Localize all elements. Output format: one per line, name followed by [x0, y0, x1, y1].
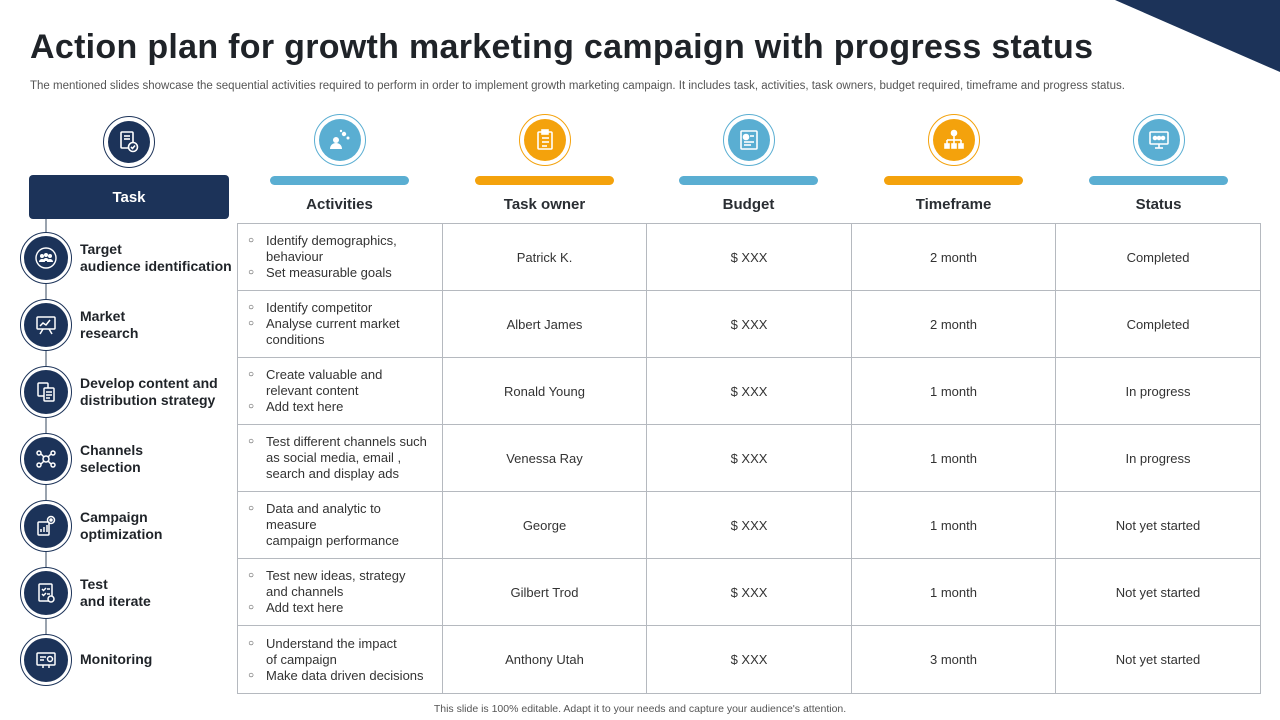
activity-item: Create valuable and relevant content — [248, 367, 382, 399]
column-header-task-owner: Task owner — [442, 114, 647, 214]
activity-item: Set measurable goals — [248, 265, 397, 281]
activity-item: Test new ideas, strategy and channels — [248, 568, 405, 600]
table-row: Understand the impact of campaignMake da… — [238, 626, 1260, 693]
task-item-market-research: Market research — [20, 291, 238, 358]
team-idea-icon — [313, 114, 366, 166]
timeframe-cell: 1 month — [852, 492, 1056, 558]
column-header-activities: Activities — [237, 114, 442, 214]
activity-item: Test different channels such as social m… — [248, 434, 427, 482]
budget-report-icon — [722, 114, 775, 166]
task-label: Test and iterate — [80, 575, 151, 609]
document-check-icon — [103, 116, 155, 168]
timeframe-cell: 2 month — [852, 291, 1056, 357]
activity-item: Understand the impact of campaign — [248, 636, 424, 668]
timeframe-cell: 1 month — [852, 559, 1056, 625]
task-item-target-audience: Target audience identification — [20, 224, 238, 291]
activity-item: Add text here — [248, 600, 405, 616]
column-label: Activities — [306, 196, 373, 213]
owner-cell: Patrick K. — [443, 224, 647, 290]
content-strategy-icon — [20, 365, 72, 418]
audience-group-icon — [20, 231, 72, 284]
task-column-header: Task — [29, 175, 229, 219]
task-label: Develop content and distribution strateg… — [80, 374, 218, 408]
owner-cell: Ronald Young — [443, 358, 647, 424]
activities-cell: Data and analytic to measure campaign pe… — [238, 492, 443, 558]
table-row: Create valuable and relevant contentAdd … — [238, 358, 1260, 425]
owner-cell: Albert James — [443, 291, 647, 357]
owner-cell: Venessa Ray — [443, 425, 647, 491]
budget-cell: $ XXX — [647, 425, 852, 491]
status-cell: Not yet started — [1115, 652, 1201, 667]
column-label: Timeframe — [915, 196, 992, 213]
activity-item: Identify demographics, behaviour — [248, 233, 397, 265]
timeframe-cell: 1 month — [852, 425, 1056, 491]
owner-cell: Anthony Utah — [443, 626, 647, 693]
test-checklist-icon — [20, 566, 72, 619]
optimization-gear-icon — [20, 499, 72, 552]
clipboard-icon — [518, 114, 571, 166]
task-item-develop-content: Develop content and distribution strateg… — [20, 358, 238, 425]
column-label: Task owner — [503, 196, 586, 213]
table-row: Identify competitorAnalyse current marke… — [238, 291, 1260, 358]
column-label: Status — [1135, 196, 1182, 213]
task-item-channels-selection: Channels selection — [20, 425, 238, 492]
column-header-budget: Budget — [646, 114, 851, 214]
table-row: Identify demographics, behaviourSet meas… — [238, 224, 1260, 291]
table-row: Test new ideas, strategy and channelsAdd… — [238, 559, 1260, 626]
budget-cell: $ XXX — [647, 559, 852, 625]
table-row: Test different channels such as social m… — [238, 425, 1260, 492]
task-item-campaign-optimization: Campaign optimization — [20, 492, 238, 559]
activity-item: Identify competitor — [248, 300, 400, 316]
budget-cell: $ XXX — [647, 626, 852, 693]
activities-cell: Identify competitorAnalyse current marke… — [238, 291, 443, 357]
owner-cell: Gilbert Trod — [443, 559, 647, 625]
org-hierarchy-icon — [927, 114, 980, 166]
owner-cell: George — [443, 492, 647, 558]
budget-cell: $ XXX — [647, 358, 852, 424]
task-label: Channels selection — [80, 441, 144, 475]
budget-cell: $ XXX — [647, 492, 852, 558]
status-cell: Not yet started — [1115, 584, 1201, 600]
monitor-dashboard-icon — [1132, 114, 1185, 166]
task-item-test-iterate: Test and iterate — [20, 559, 238, 626]
activities-cell: Understand the impact of campaignMake da… — [238, 626, 443, 693]
activity-item: Data and analytic to measure campaign pe… — [248, 501, 399, 549]
activities-cell: Test new ideas, strategy and channelsAdd… — [238, 559, 443, 625]
task-label: Market research — [80, 307, 139, 341]
task-label: Monitoring — [80, 651, 153, 667]
column-label: Budget — [722, 196, 775, 213]
column-header-status: Status — [1056, 114, 1261, 214]
activity-item: Add text here — [248, 399, 382, 415]
budget-cell: $ XXX — [647, 224, 852, 290]
activity-item: Make data driven decisions — [248, 668, 424, 684]
monitoring-screen-icon — [20, 633, 72, 686]
action-plan-table: Identify demographics, behaviourSet meas… — [237, 223, 1261, 694]
activities-cell: Identify demographics, behaviourSet meas… — [238, 224, 443, 290]
corner-accent — [1115, 0, 1280, 72]
page-subtitle: The mentioned slides showcase the sequen… — [30, 80, 1125, 92]
status-cell: In progress — [1125, 383, 1191, 399]
task-label: Campaign optimization — [80, 508, 163, 542]
column-header-timeframe: Timeframe — [851, 114, 1056, 214]
status-cell: Completed — [1126, 249, 1190, 265]
budget-cell: $ XXX — [647, 291, 852, 357]
timeframe-cell: 1 month — [852, 358, 1056, 424]
table-row: Data and analytic to measure campaign pe… — [238, 492, 1260, 559]
activity-item: Analyse current market conditions — [248, 316, 400, 348]
timeframe-cell: 2 month — [852, 224, 1056, 290]
task-item-monitoring: Monitoring — [20, 626, 238, 693]
page-title: Action plan for growth marketing campaig… — [30, 28, 1094, 66]
status-cell: Completed — [1126, 316, 1190, 332]
timeframe-cell: 3 month — [852, 626, 1056, 693]
status-cell: Not yet started — [1115, 517, 1201, 533]
activities-cell: Create valuable and relevant contentAdd … — [238, 358, 443, 424]
presentation-board-icon — [20, 298, 72, 351]
task-label: Target audience identification — [80, 240, 232, 274]
footer-note: This slide is 100% editable. Adapt it to… — [433, 703, 847, 715]
channels-network-icon — [20, 432, 72, 485]
status-cell: In progress — [1125, 450, 1191, 466]
activities-cell: Test different channels such as social m… — [238, 425, 443, 491]
